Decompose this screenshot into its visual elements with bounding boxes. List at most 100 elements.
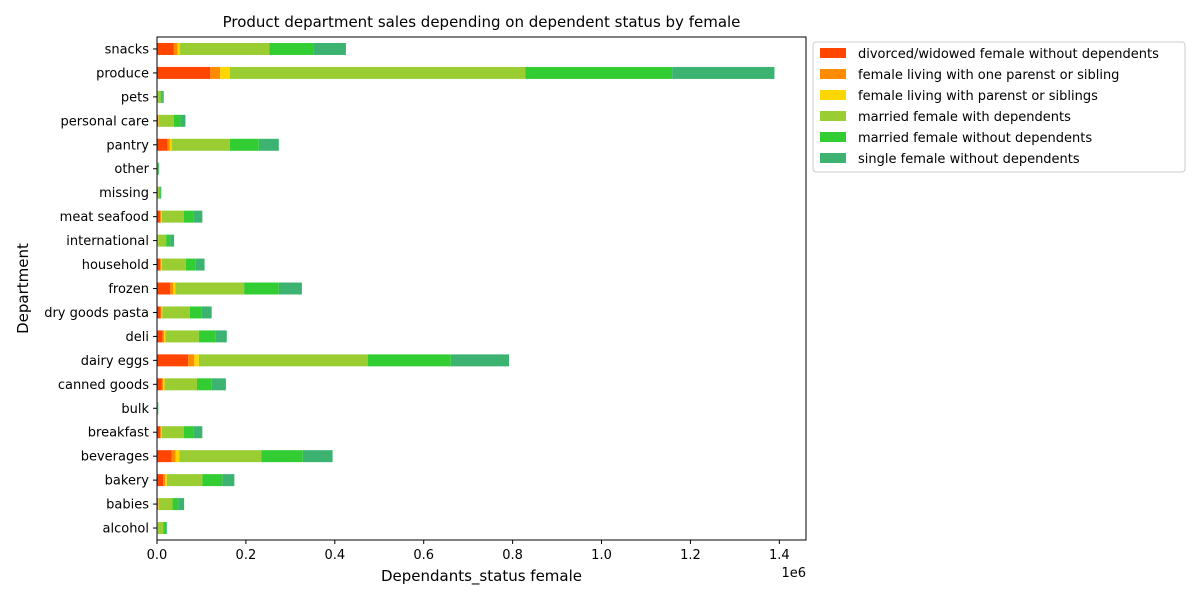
bar-deli-single-female-without-dependents [215, 330, 227, 343]
legend-label-married-female-without-dependents: married female without dependents [858, 131, 1092, 146]
x-tick-label: 0.6 [413, 548, 434, 563]
bar-alcohol-single-female-without-dependents [165, 522, 167, 535]
legend-swatch-married-female-without-dependents [820, 132, 846, 142]
bar-household-divorced-widowed-female-without-dependents [157, 258, 161, 271]
bar-bakery-single-female-without-dependents [222, 474, 235, 487]
bar-household-female-living-with-one-parenst-or-sibling [160, 258, 162, 271]
bar-babies-married-female-without-dependents [172, 498, 179, 511]
y-tick-label-meat-seafood: meat seafood [60, 210, 149, 225]
bar-deli-female-living-with-one-parenst-or-sibling [162, 330, 165, 343]
bar-frozen-single-female-without-dependents [278, 282, 302, 295]
bar-pets-single-female-without-dependents [162, 90, 164, 103]
x-tick-label: 0.0 [147, 548, 168, 563]
bar-frozen-female-living-with-parenst-or-siblings [173, 282, 176, 295]
legend-label-married-female-with-dependents: married female with dependents [858, 110, 1071, 125]
bar-household-married-female-with-dependents [161, 258, 186, 271]
bar-missing-married-female-without-dependents [159, 186, 161, 199]
x-axis-ticks: 0.0 0.2 0.4 0.6 0.8 1.0 1.2 1.4 [147, 540, 790, 563]
bar-pantry-divorced-widowed-female-without-dependents [157, 138, 168, 151]
bar-international-single-female-without-dependents [170, 234, 175, 247]
bar-meat-seafood-female-living-with-parenst-or-siblings [161, 210, 162, 223]
bar-personal-care-married-female-with-dependents [158, 114, 174, 127]
legend-label-female-living-with-one-parenst-or-sibling: female living with one parenst or siblin… [858, 68, 1119, 83]
x-axis-label: Dependants_status female [381, 567, 582, 586]
bar-alcohol-married-female-without-dependents [163, 522, 166, 535]
bar-beverages-single-female-without-dependents [302, 450, 333, 463]
bar-dry-goods-pasta-single-female-without-dependents [201, 306, 212, 319]
bar-produce-female-living-with-parenst-or-siblings [220, 66, 230, 79]
bar-pantry-female-living-with-one-parenst-or-sibling [167, 138, 170, 151]
bar-meat-seafood-divorced-widowed-female-without-dependents [157, 210, 161, 223]
bar-babies-married-female-with-dependents [158, 498, 173, 511]
y-tick-label-pantry: pantry [106, 138, 149, 153]
bar-beverages-divorced-widowed-female-without-dependents [157, 450, 172, 463]
bar-snacks-female-living-with-parenst-or-siblings [177, 42, 180, 55]
legend-swatch-divorced-widowed-female-without-dependents [820, 48, 846, 58]
bar-produce-married-female-without-dependents [525, 66, 673, 79]
bar-canned-goods-married-female-without-dependents [197, 378, 212, 391]
y-tick-label-deli: deli [126, 330, 149, 345]
bar-beverages-female-living-with-one-parenst-or-sibling [171, 450, 176, 463]
y-tick-label-dairy-eggs: dairy eggs [81, 354, 150, 369]
bar-snacks-married-female-without-dependents [269, 42, 314, 55]
bar-international-married-female-without-dependents [166, 234, 171, 247]
bar-deli-female-living-with-parenst-or-siblings [164, 330, 166, 343]
legend-swatch-female-living-with-parenst-or-siblings [820, 90, 846, 100]
bar-meat-seafood-female-living-with-one-parenst-or-sibling [160, 210, 162, 223]
bar-dairy-eggs-female-living-with-one-parenst-or-sibling [188, 354, 195, 367]
legend-swatch-married-female-with-dependents [820, 111, 846, 121]
bar-breakfast-divorced-widowed-female-without-dependents [157, 426, 161, 439]
bar-bakery-married-female-without-dependents [202, 474, 223, 487]
bar-canned-goods-female-living-with-one-parenst-or-sibling [161, 378, 164, 391]
x-tick-label: 1.0 [591, 548, 612, 563]
bar-beverages-married-female-without-dependents [261, 450, 303, 463]
bar-canned-goods-married-female-with-dependents [164, 378, 198, 391]
bar-beverages-female-living-with-parenst-or-siblings [175, 450, 180, 463]
y-tick-label-personal-care: personal care [61, 114, 149, 129]
y-tick-label-alcohol: alcohol [103, 522, 149, 537]
y-tick-label-snacks: snacks [105, 42, 150, 57]
bar-bulk-married-female-with-dependents [157, 402, 158, 415]
bar-canned-goods-divorced-widowed-female-without-dependents [157, 378, 162, 391]
bar-personal-care-married-female-without-dependents [173, 114, 181, 127]
y-tick-label-frozen: frozen [108, 282, 149, 297]
bar-produce-single-female-without-dependents [672, 66, 775, 79]
bar-dairy-eggs-divorced-widowed-female-without-dependents [157, 354, 189, 367]
y-tick-label-missing: missing [99, 186, 149, 201]
y-tick-label-dry-goods-pasta: dry goods pasta [44, 306, 149, 321]
bar-breakfast-married-female-without-dependents [183, 426, 194, 439]
y-tick-label-produce: produce [96, 66, 149, 81]
x-tick-label: 1.4 [769, 548, 790, 563]
y-axis-label: Department [14, 243, 32, 334]
x-axis-offset-label: 1e6 [781, 566, 806, 581]
bar-pets-married-female-with-dependents [157, 90, 161, 103]
bar-babies-single-female-without-dependents [178, 498, 185, 511]
bar-canned-goods-single-female-without-dependents [211, 378, 226, 391]
bar-snacks-female-living-with-one-parenst-or-sibling [173, 42, 178, 55]
chart-title: Product department sales depending on de… [223, 13, 741, 31]
bar-alcohol-married-female-with-dependents [157, 522, 164, 535]
bar-snacks-married-female-with-dependents [179, 42, 270, 55]
bar-dry-goods-pasta-female-living-with-parenst-or-siblings [161, 306, 163, 319]
bar-dry-goods-pasta-married-female-without-dependents [189, 306, 202, 319]
y-tick-label-babies: babies [106, 498, 149, 513]
y-tick-label-beverages: beverages [81, 450, 150, 465]
bar-breakfast-single-female-without-dependents [193, 426, 203, 439]
bar-snacks-divorced-widowed-female-without-dependents [157, 42, 174, 55]
bar-frozen-divorced-widowed-female-without-dependents [157, 282, 171, 295]
bar-breakfast-married-female-with-dependents [161, 426, 184, 439]
bar-household-female-living-with-parenst-or-siblings [161, 258, 162, 271]
y-tick-label-household: household [82, 258, 149, 273]
y-tick-label-bakery: bakery [105, 474, 150, 489]
bar-breakfast-female-living-with-parenst-or-siblings [161, 426, 162, 439]
bar-bakery-female-living-with-one-parenst-or-sibling [163, 474, 166, 487]
x-tick-label: 0.2 [236, 548, 257, 563]
bar-pets-married-female-without-dependents [160, 90, 163, 103]
bar-pantry-married-female-with-dependents [171, 138, 230, 151]
bar-other-married-female-with-dependents [157, 162, 159, 175]
x-tick-label: 1.2 [680, 548, 701, 563]
x-tick-label: 0.8 [502, 548, 523, 563]
bar-meat-seafood-married-female-with-dependents [161, 210, 184, 223]
y-axis-ticks: alcohol babies bakery beverages breakfast bul… [44, 42, 157, 537]
